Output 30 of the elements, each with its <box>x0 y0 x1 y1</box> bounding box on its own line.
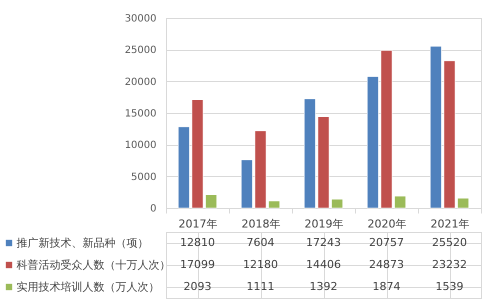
data-label: 1539 <box>436 280 464 293</box>
data-label: 7604 <box>246 236 274 249</box>
data-label: 12180 <box>243 258 278 271</box>
x-tick-label: 2021年 <box>430 218 470 230</box>
legend-label: 推广新技术、新品种（项） <box>16 236 148 250</box>
y-tick-label: 25000 <box>124 45 156 56</box>
y-tick-label: 30000 <box>124 14 156 24</box>
x-tick-label: 2019年 <box>304 218 344 230</box>
legend-label: 实用技术培训人数（万人次） <box>16 280 160 294</box>
data-label: 2093 <box>184 280 212 293</box>
data-label: 1111 <box>246 280 274 293</box>
y-tick-label: 20000 <box>124 76 156 88</box>
x-tick-label: 2018年 <box>242 218 280 230</box>
data-label: 23232 <box>432 258 467 271</box>
data-label: 1392 <box>310 280 338 293</box>
legend-label: 科普活动受众人数（十万人次） <box>16 258 170 272</box>
data-label: 20757 <box>369 236 404 249</box>
data-label: 14406 <box>306 258 341 271</box>
data-label: 25520 <box>432 236 467 249</box>
data-label: 17099 <box>180 258 215 271</box>
y-tick-label: 0 <box>150 204 156 214</box>
x-tick-label: 2017年 <box>178 218 218 230</box>
data-label: 17243 <box>306 236 341 249</box>
x-tick-label: 2020年 <box>368 218 406 230</box>
data-label: 1874 <box>372 280 400 293</box>
data-label: 24873 <box>369 258 404 271</box>
y-tick-label: 15000 <box>124 108 156 120</box>
data-label: 12810 <box>180 236 215 249</box>
y-tick-label: 5000 <box>131 172 156 183</box>
y-tick-label: 10000 <box>124 140 156 152</box>
